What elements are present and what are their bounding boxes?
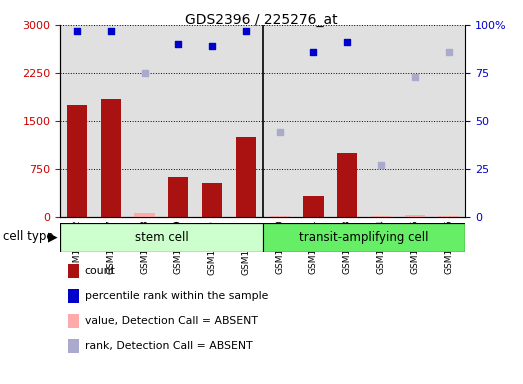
- Point: [140, 70, 149, 76]
- Point: [242, 28, 250, 34]
- Text: stem cell: stem cell: [134, 231, 188, 243]
- Point: [343, 39, 351, 45]
- Point: [107, 28, 115, 34]
- Text: value, Detection Call = ABSENT: value, Detection Call = ABSENT: [85, 316, 258, 326]
- Text: cell type: cell type: [3, 230, 53, 243]
- Text: rank, Detection Call = ABSENT: rank, Detection Call = ABSENT: [85, 341, 253, 351]
- Text: percentile rank within the sample: percentile rank within the sample: [85, 291, 268, 301]
- Bar: [303, 197, 324, 217]
- Text: ▶: ▶: [48, 230, 58, 243]
- Bar: [100, 99, 121, 217]
- Point: [208, 43, 217, 49]
- Point: [73, 28, 81, 34]
- Bar: [202, 183, 222, 217]
- Text: count: count: [85, 266, 116, 276]
- Bar: [60, 223, 263, 252]
- Bar: [438, 216, 459, 217]
- Point: [174, 41, 183, 47]
- Point: [377, 162, 385, 168]
- Bar: [371, 216, 391, 217]
- Text: transit-amplifying cell: transit-amplifying cell: [299, 231, 429, 243]
- Point: [276, 129, 284, 136]
- Bar: [269, 216, 290, 217]
- Bar: [337, 153, 357, 217]
- Text: GDS2396 / 225276_at: GDS2396 / 225276_at: [185, 13, 338, 27]
- Bar: [134, 213, 155, 217]
- Bar: [236, 137, 256, 217]
- Bar: [263, 223, 465, 252]
- Bar: [67, 105, 87, 217]
- Point: [411, 74, 419, 80]
- Bar: [168, 177, 188, 217]
- Point: [445, 49, 453, 55]
- Point: [309, 49, 317, 55]
- Bar: [405, 215, 425, 217]
